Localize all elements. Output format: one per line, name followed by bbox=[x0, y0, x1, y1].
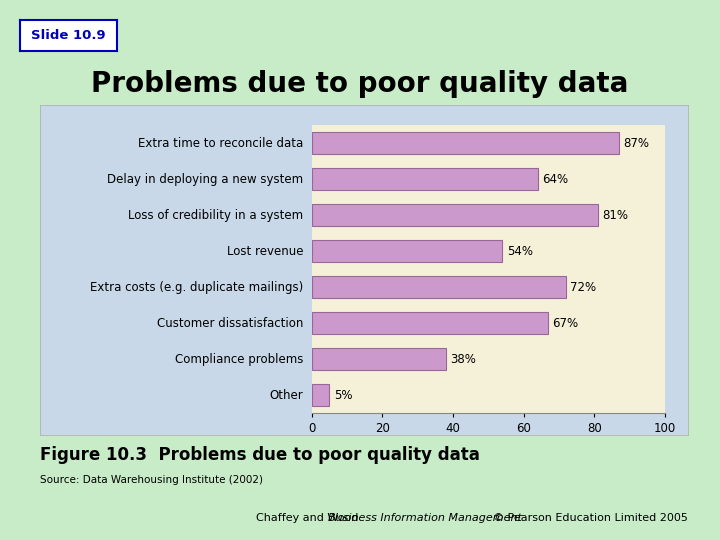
Text: Extra costs (e.g. duplicate mailings): Extra costs (e.g. duplicate mailings) bbox=[90, 281, 303, 294]
Text: Customer dissatisfaction: Customer dissatisfaction bbox=[157, 317, 303, 330]
Text: Loss of credibility in a system: Loss of credibility in a system bbox=[128, 208, 303, 221]
Text: Lost revenue: Lost revenue bbox=[227, 245, 303, 258]
Text: Source: Data Warehousing Institute (2002): Source: Data Warehousing Institute (2002… bbox=[40, 475, 263, 485]
Text: 38%: 38% bbox=[450, 353, 476, 366]
Bar bbox=[312, 312, 549, 334]
Text: Other: Other bbox=[269, 389, 303, 402]
Text: 64%: 64% bbox=[542, 173, 568, 186]
Text: 81%: 81% bbox=[602, 208, 628, 221]
Bar bbox=[312, 132, 619, 154]
Bar bbox=[312, 204, 598, 226]
Bar bbox=[312, 240, 503, 262]
Text: 67%: 67% bbox=[553, 317, 579, 330]
Text: Compliance problems: Compliance problems bbox=[175, 353, 303, 366]
Text: 5%: 5% bbox=[333, 389, 352, 402]
Text: 72%: 72% bbox=[570, 281, 596, 294]
Text: 87%: 87% bbox=[624, 137, 649, 150]
Text: Chaffey and Wood: Chaffey and Wood bbox=[256, 512, 361, 523]
Text: Slide 10.9: Slide 10.9 bbox=[32, 29, 106, 42]
Bar bbox=[312, 348, 446, 370]
Bar bbox=[312, 384, 330, 407]
Text: Delay in deploying a new system: Delay in deploying a new system bbox=[107, 173, 303, 186]
Bar bbox=[312, 168, 538, 190]
Text: Business Information Management: Business Information Management bbox=[328, 512, 521, 523]
Text: 54%: 54% bbox=[507, 245, 533, 258]
Text: © Pearson Education Limited 2005: © Pearson Education Limited 2005 bbox=[493, 512, 688, 523]
Text: Extra time to reconcile data: Extra time to reconcile data bbox=[138, 137, 303, 150]
Bar bbox=[312, 276, 566, 299]
Text: Problems due to poor quality data: Problems due to poor quality data bbox=[91, 70, 629, 98]
Text: Figure 10.3  Problems due to poor quality data: Figure 10.3 Problems due to poor quality… bbox=[40, 446, 480, 463]
